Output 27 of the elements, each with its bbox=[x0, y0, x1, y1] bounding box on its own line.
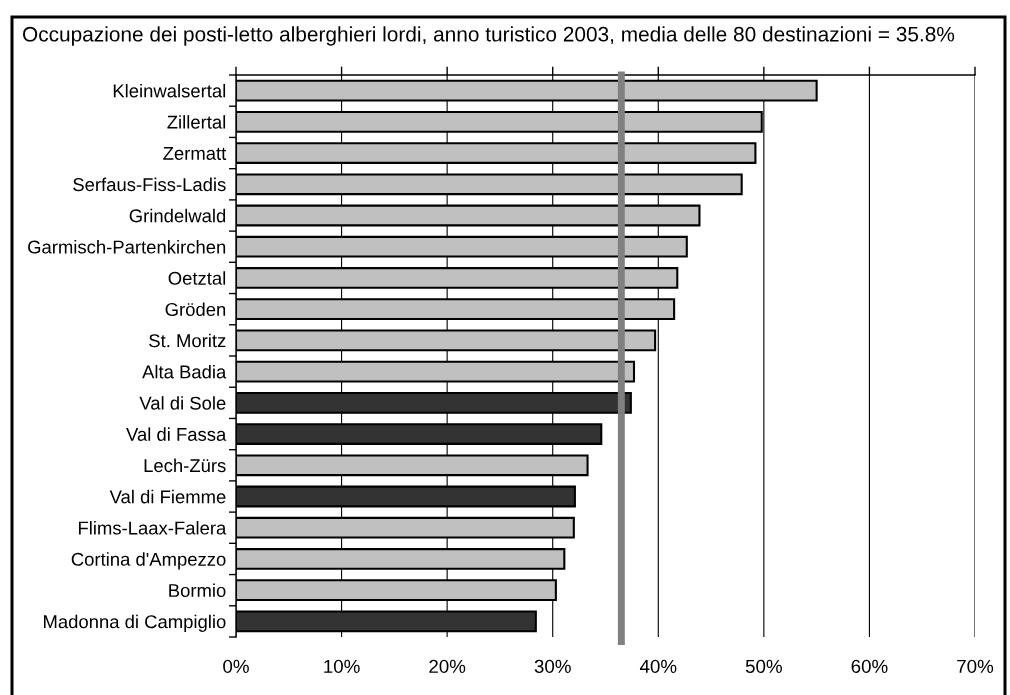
y-tick-label: Val di Sole bbox=[139, 396, 226, 410]
y-tick-label: Cortina d'Ampezzo bbox=[71, 552, 226, 570]
x-tick-label: 10% bbox=[324, 659, 360, 673]
y-tick-label: Gröden bbox=[165, 302, 226, 317]
y-tick-label: Flims-Laax-Falera bbox=[78, 521, 227, 535]
y-tick-label: Madonna di Campiglio bbox=[44, 614, 226, 632]
chart-title: Occupazione dei posti-letto alberghieri lordi, anno turistico 2003, media delle 80 destinazioni = 35.8% bbox=[22, 26, 955, 46]
y-tick-label: Zermatt bbox=[163, 147, 227, 160]
x-tick-label: 60% bbox=[851, 659, 888, 673]
y-tick-label: Val di Fassa bbox=[126, 427, 227, 441]
y-tick-label: Lech-Zürs bbox=[144, 458, 226, 473]
x-tick-label: 20% bbox=[429, 659, 466, 673]
y-tick-label: Oetztal bbox=[168, 271, 226, 285]
y-tick-label: Val di Fiemme bbox=[109, 489, 226, 504]
x-tick-label: 70% bbox=[957, 659, 994, 673]
x-tick-label: 0% bbox=[223, 659, 249, 673]
y-tick-label: Alta Badia bbox=[142, 364, 227, 379]
x-tick-label: 50% bbox=[745, 659, 782, 673]
y-tick-label: St. Moritz bbox=[149, 333, 226, 348]
y-tick-label: Serfaus-Fiss-Ladis bbox=[73, 177, 226, 192]
y-tick-label: Grindelwald bbox=[129, 208, 226, 223]
y-tick-label: Bormio bbox=[169, 583, 226, 598]
y-tick-label: Garmisch-Partenkirchen bbox=[28, 240, 226, 254]
x-tick-label: 40% bbox=[639, 659, 677, 673]
y-tick-label: Kleinwalsertal bbox=[113, 83, 226, 98]
x-tick-label: 30% bbox=[534, 659, 571, 673]
y-tick-label: Zillertal bbox=[167, 115, 226, 129]
